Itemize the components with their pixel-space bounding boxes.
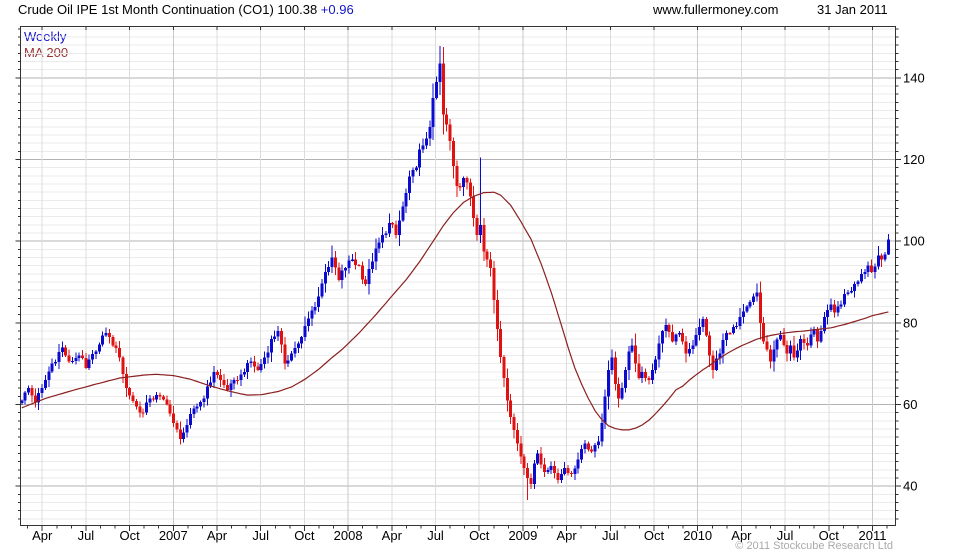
instrument-name: Crude Oil IPE 1st Month Continuation (CO…: [18, 2, 274, 17]
svg-text:2008: 2008: [334, 528, 363, 543]
svg-text:Oct: Oct: [819, 528, 840, 543]
svg-text:Oct: Oct: [119, 528, 140, 543]
svg-text:2011: 2011: [859, 528, 887, 543]
svg-text:2009: 2009: [508, 528, 537, 543]
svg-text:120: 120: [903, 152, 925, 167]
svg-text:60: 60: [903, 397, 917, 412]
svg-text:140: 140: [903, 70, 925, 85]
svg-text:Jul: Jul: [602, 528, 619, 543]
website-text: www.fullermoney.com: [653, 2, 779, 17]
svg-text:Apr: Apr: [556, 528, 577, 543]
svg-text:40: 40: [903, 479, 917, 494]
svg-text:Jul: Jul: [777, 528, 794, 543]
svg-text:Oct: Oct: [644, 528, 665, 543]
svg-text:Jul: Jul: [427, 528, 444, 543]
svg-text:Jul: Jul: [78, 528, 95, 543]
svg-text:80: 80: [903, 315, 917, 330]
svg-text:Apr: Apr: [207, 528, 228, 543]
legend-weekly-label: Weekly: [24, 29, 67, 44]
svg-text:100: 100: [903, 234, 925, 249]
svg-text:2010: 2010: [683, 528, 712, 543]
svg-text:2007: 2007: [159, 528, 188, 543]
svg-text:Oct: Oct: [469, 528, 490, 543]
svg-text:Oct: Oct: [294, 528, 315, 543]
svg-text:Apr: Apr: [32, 528, 53, 543]
svg-text:Jul: Jul: [252, 528, 269, 543]
last-price: 100.38: [277, 2, 318, 17]
copyright-text: © 2011 Stockcube Research Ltd: [735, 540, 893, 552]
svg-text:Apr: Apr: [382, 528, 403, 543]
chart-title: Crude Oil IPE 1st Month Continuation (CO…: [18, 2, 354, 18]
legend-ma200-label: MA 200: [24, 45, 69, 60]
price-change: +0.96: [320, 2, 354, 17]
chart-date: 31 Jan 2011: [817, 2, 888, 17]
svg-text:Apr: Apr: [731, 528, 752, 543]
